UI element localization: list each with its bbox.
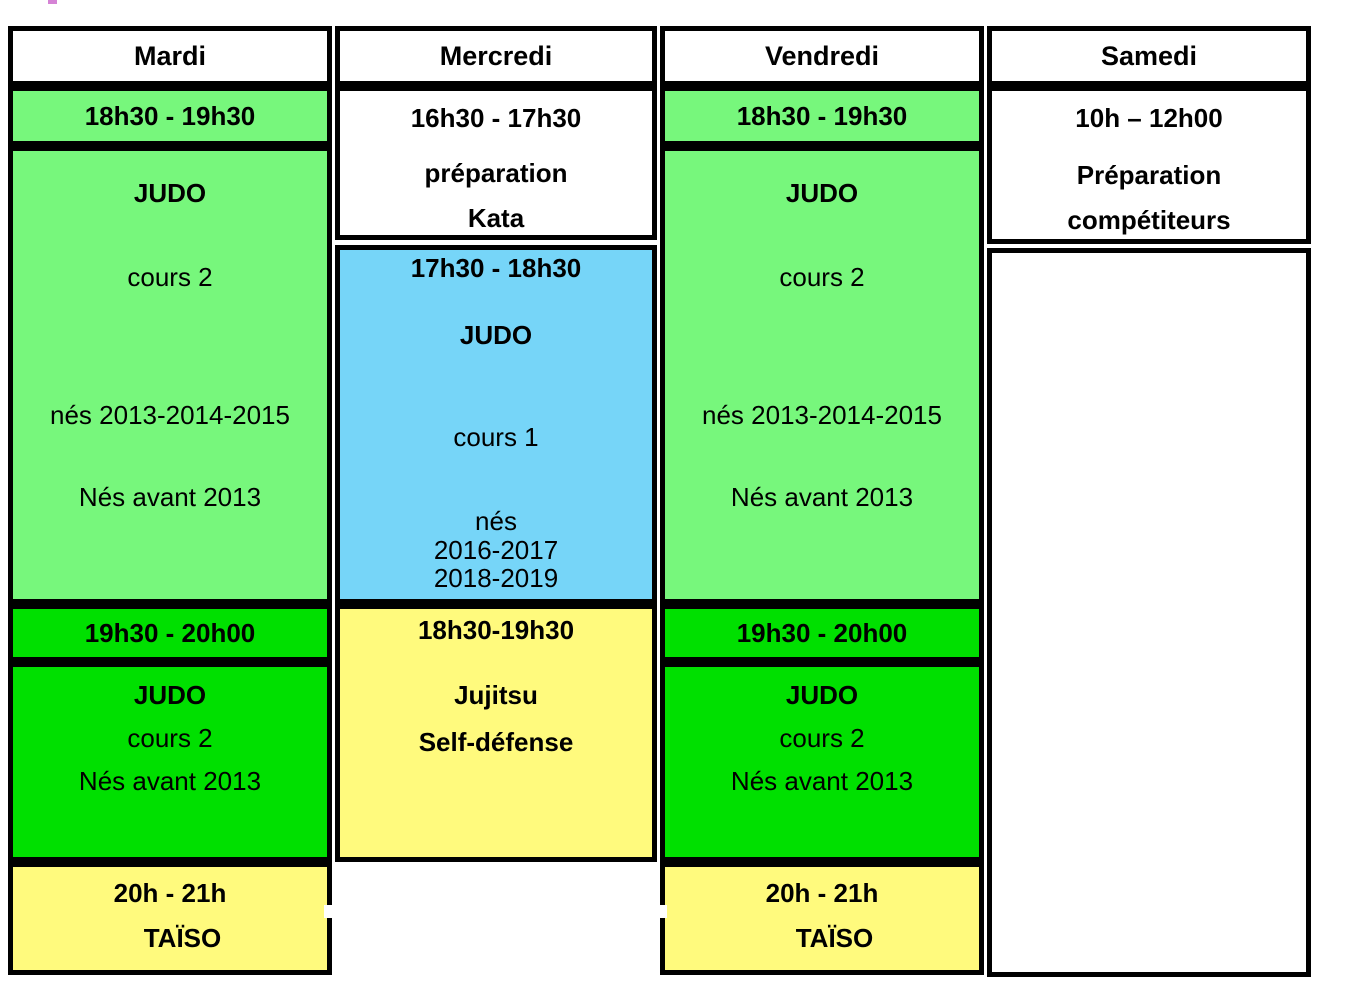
activity-label: JUDO (785, 178, 859, 208)
time-label: 19h30 - 20h00 (736, 617, 908, 648)
age-group-label: Nés avant 2013 (730, 766, 914, 796)
mardi-judo2-time-band: 19h30 - 20h00 (8, 604, 332, 662)
activity-label: JUDO (785, 680, 859, 710)
course-label: cours 2 (779, 723, 865, 753)
age-group-label: nés (475, 506, 517, 536)
age-group-years: 2016-2017 (433, 535, 559, 565)
vendredi-judo1-block: JUDO cours 2 nés 2013-2014-2015 Nés avan… (660, 146, 984, 604)
mardi-judo2-block: JUDO cours 2 Nés avant 2013 (8, 662, 332, 862)
time-label: 18h30-19h30 (417, 615, 575, 645)
activity-label: JUDO (133, 680, 207, 710)
vendredi-judo2-block: JUDO cours 2 Nés avant 2013 (660, 662, 984, 862)
mardi-taiso-block: 20h - 21h TAÏSO (8, 862, 332, 975)
activity-label: préparation (424, 158, 568, 188)
vendredi-judo2-time-band: 19h30 - 20h00 (660, 604, 984, 662)
border-notch (324, 905, 334, 918)
age-group-label: Nés avant 2013 (78, 482, 262, 512)
vendredi-judo1-time-band: 18h30 - 19h30 (660, 86, 984, 146)
mercredi-judo-block: 17h30 - 18h30 JUDO cours 1 nés 2016-2017… (335, 245, 657, 604)
time-label: 17h30 - 18h30 (410, 253, 582, 283)
mercredi-jujitsu-block: 18h30-19h30 Jujitsu Self-défense (335, 604, 657, 862)
activity-label: TAÏSO (795, 923, 874, 953)
time-label: 16h30 - 17h30 (410, 103, 582, 133)
day-header-vendredi: Vendredi (660, 26, 984, 86)
samedi-prep-block: 10h – 12h00 Préparation compétiteurs (987, 86, 1311, 244)
time-label: 18h30 - 19h30 (84, 100, 256, 131)
course-label: cours 1 (453, 422, 539, 452)
day-header-mercredi: Mercredi (335, 26, 657, 86)
border-notch (657, 905, 667, 918)
day-label: Mercredi (439, 40, 553, 71)
day-header-mardi: Mardi (8, 26, 332, 86)
age-group-label: Nés avant 2013 (730, 482, 914, 512)
time-label: 10h – 12h00 (1075, 103, 1223, 133)
activity-label: JUDO (459, 320, 533, 350)
age-group-label: nés 2013-2014-2015 (50, 400, 290, 430)
vendredi-taiso-block: 20h - 21h TAÏSO (660, 862, 984, 975)
stray-mark (48, 0, 57, 4)
time-label: 20h - 21h (765, 878, 879, 908)
samedi-empty-block (987, 248, 1311, 977)
time-label: 19h30 - 20h00 (84, 617, 256, 648)
activity-label: JUDO (133, 178, 207, 208)
course-label: cours 2 (127, 262, 213, 292)
course-label: cours 2 (127, 723, 213, 753)
activity-label: compétiteurs (1067, 205, 1231, 235)
day-label: Samedi (1100, 40, 1198, 71)
day-header-samedi: Samedi (987, 26, 1311, 86)
age-group-years: 2018-2019 (433, 563, 559, 593)
course-label: cours 2 (779, 262, 865, 292)
age-group-label: Nés avant 2013 (78, 766, 262, 796)
activity-label: Kata (467, 203, 525, 233)
activity-label: TAÏSO (143, 923, 222, 953)
day-label: Mardi (133, 40, 206, 71)
day-label: Vendredi (764, 40, 880, 71)
time-label: 18h30 - 19h30 (736, 100, 908, 131)
activity-label: Jujitsu (454, 680, 538, 710)
mercredi-kata-block: 16h30 - 17h30 préparation Kata (335, 86, 657, 240)
age-group-label: nés 2013-2014-2015 (702, 400, 942, 430)
activity-label: Self-défense (418, 727, 574, 757)
activity-label: Préparation (1076, 160, 1222, 190)
time-label: 20h - 21h (113, 878, 227, 908)
mardi-judo1-block: JUDO cours 2 nés 2013-2014-2015 Nés avan… (8, 146, 332, 604)
mardi-judo1-time-band: 18h30 - 19h30 (8, 86, 332, 146)
